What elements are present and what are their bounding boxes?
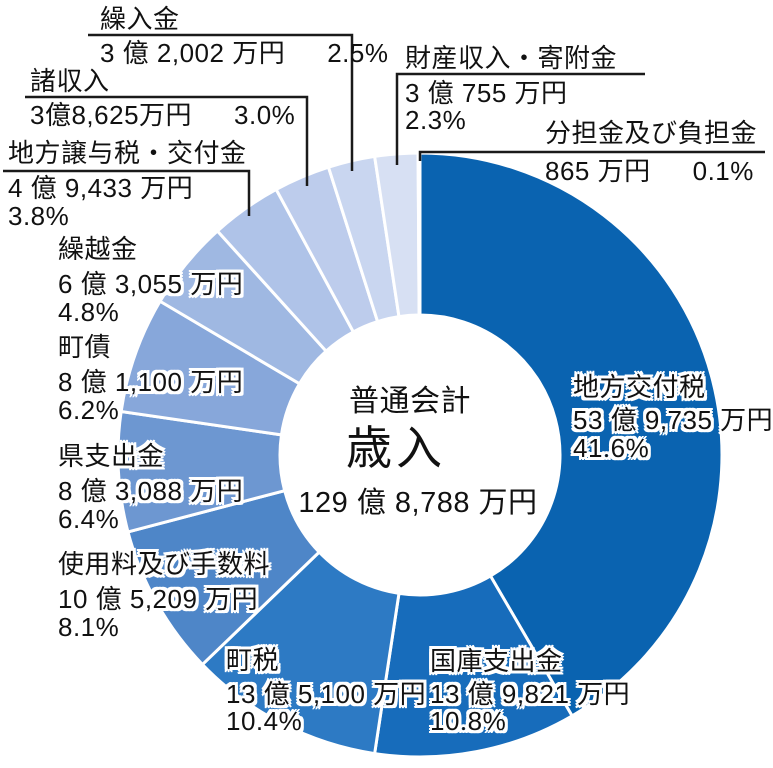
- label-shoshunyu-amount: 3億8,625万円 3.0%: [30, 100, 295, 131]
- chihokofuzei-amount: 53 億 9,735 万円: [573, 405, 773, 435]
- label-shoshunyu-name: 諸収入: [30, 66, 110, 96]
- buntankin-amount: 865 万円: [545, 156, 651, 186]
- leader-line-shoshunyu: [25, 95, 309, 186]
- shiyoryo-pct: 8.1%: [58, 612, 120, 642]
- leader-line-buntankin: [418, 150, 765, 161]
- chosai-amount: 8 億 1,100 万円: [58, 367, 244, 397]
- label-chosai-name: 町債: [58, 332, 112, 362]
- chihojoyozei-pct: 3.8%: [8, 201, 70, 231]
- leader-line-kuriirekin: [88, 33, 354, 171]
- label-kokkoshishutsukin-name: 国庫支出金: [430, 646, 563, 676]
- chihokofuzei-pct: 41.6%: [573, 433, 650, 463]
- shoshunyu-amount: 3億8,625万円: [30, 100, 193, 130]
- label-chozei-name: 町税: [226, 645, 280, 675]
- chosai-pct: 6.2%: [58, 395, 120, 425]
- kurikoshikin-amount: 6 億 3,055 万円: [58, 269, 244, 299]
- leader-line-zaisanshunyu: [395, 72, 645, 165]
- shoshunyu-pct: 3.0%: [234, 100, 296, 130]
- label-chihokofuzei-name: 地方交付税: [573, 372, 706, 402]
- buntankin-pct: 0.1%: [692, 156, 754, 186]
- pie-segment-11: [416, 151, 422, 317]
- label-kuriirekin-name: 繰入金: [100, 4, 180, 34]
- pie-segment-1: [373, 574, 574, 759]
- leader-line-chihojoyozei: [3, 169, 251, 216]
- label-buntankin-name: 分担金及び負担金: [545, 118, 758, 148]
- chihojoyozei-amount: 4 億 9,433 万円: [8, 173, 194, 203]
- center-total-amount: 129 億 8,788 万円: [298, 487, 538, 519]
- label-buntankin-amount: 865 万円 0.1%: [545, 156, 754, 187]
- chozei-pct: 10.4%: [226, 706, 303, 736]
- kenshishutsukin-pct: 6.4%: [58, 504, 120, 534]
- kurikoshikin-pct: 4.8%: [58, 297, 120, 327]
- label-kenshishutsukin-name: 県支出金: [58, 441, 165, 471]
- leader-lines: [3, 33, 765, 216]
- label-chihojoyozei-name: 地方譲与税・交付金: [8, 138, 247, 168]
- zaisanshunyu-pct: 2.3%: [405, 105, 467, 135]
- label-kuriirekin-amount: 3 億 2,002 万円 2.5%: [100, 38, 388, 69]
- label-kurikoshikin-name: 繰越金: [58, 234, 138, 264]
- shiyoryo-amount: 10 億 5,209 万円: [58, 584, 259, 614]
- kuriirekin-amount: 3 億 2,002 万円: [100, 38, 286, 68]
- kokkoshishutsukin-amount: 13 億 9,821 万円: [430, 679, 631, 709]
- zaisanshunyu-amount: 3 億 755 万円: [405, 78, 568, 108]
- label-zaisanshunyu-name: 財産収入・寄附金: [405, 43, 618, 73]
- pie-slices: [116, 151, 724, 759]
- center-title-revenue: 歳入: [346, 422, 446, 474]
- label-shiyoryo-name: 使用料及び手数料: [58, 549, 271, 579]
- kuriirekin-pct: 2.5%: [327, 38, 389, 68]
- chozei-amount: 13 億 5,100 万円: [226, 679, 427, 709]
- kokkoshishutsukin-pct: 10.8%: [430, 706, 507, 736]
- pie-segment-0: [418, 151, 724, 718]
- center-title-account: 普通会計: [349, 385, 471, 418]
- kenshishutsukin-amount: 8 億 3,088 万円: [58, 476, 244, 506]
